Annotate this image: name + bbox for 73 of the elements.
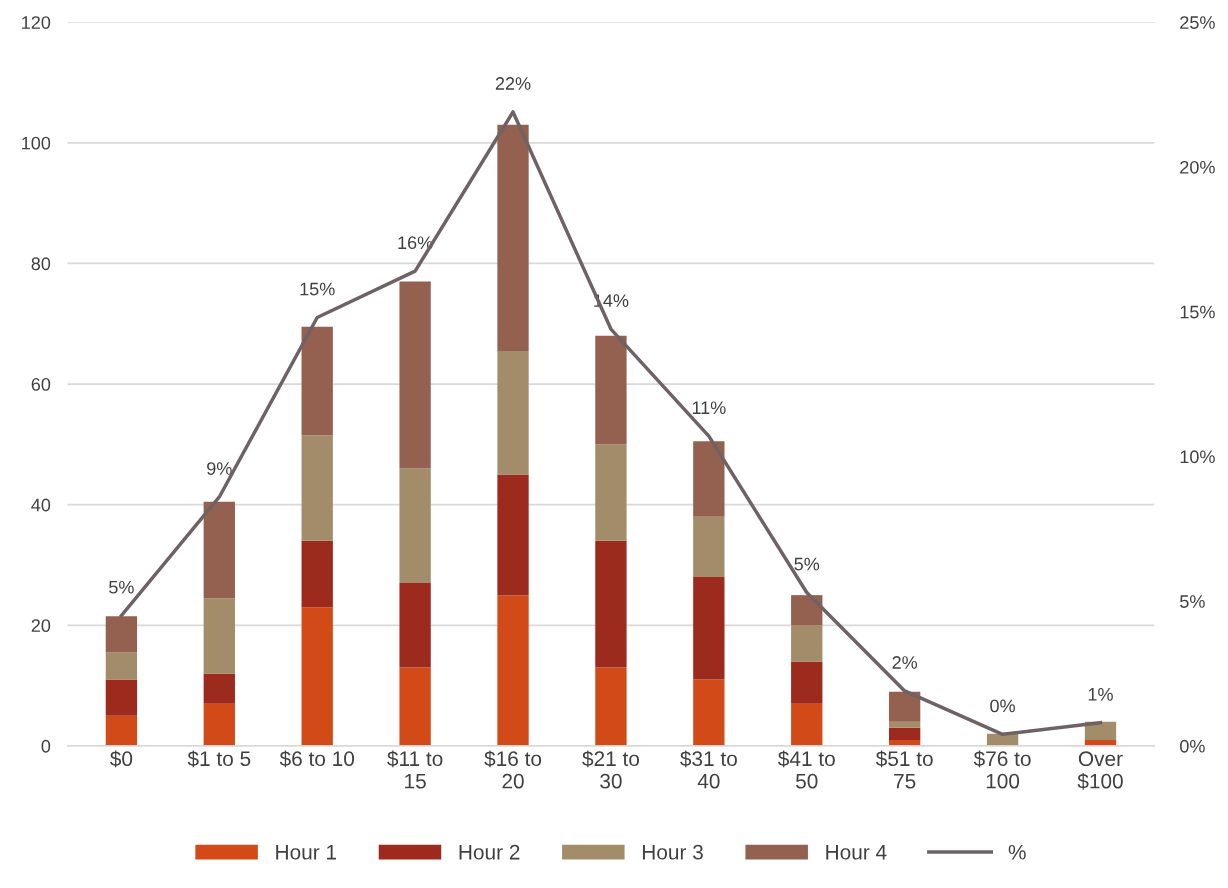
data-label: 9% [207, 462, 232, 475]
y2-tick-label: 15% [1180, 305, 1215, 319]
bar [399, 281, 431, 469]
y-tick-label: 80 [31, 257, 51, 271]
y-tick-label: 0 [41, 739, 51, 753]
y2-tick-label: 5% [1180, 595, 1205, 608]
data-label: 11% [692, 401, 726, 415]
bar [399, 667, 431, 746]
y-tick-label: 120 [22, 16, 51, 29]
data-label: 0% [990, 699, 1015, 713]
bar [595, 335, 627, 445]
bar [791, 595, 823, 626]
bar [203, 501, 235, 599]
legend-label: % [1008, 844, 1026, 860]
bar [399, 468, 431, 584]
bar [301, 326, 333, 436]
bar [203, 598, 235, 674]
bar [595, 667, 627, 746]
y2-tick-label: 20% [1180, 160, 1215, 174]
bar [791, 625, 823, 662]
data-label: 5% [109, 580, 134, 594]
bar [203, 673, 235, 704]
bar [399, 583, 431, 668]
x-tick-label: Over $100 [1077, 751, 1123, 790]
legend-label: Hour 3 [642, 844, 703, 860]
bar [595, 444, 627, 541]
bar [497, 124, 529, 351]
data-label: 2% [892, 656, 918, 669]
y2-tick-label: 25% [1180, 16, 1215, 29]
bar [497, 595, 529, 746]
bar [497, 350, 529, 475]
y-tick-label: 100 [22, 136, 51, 150]
bar [888, 691, 921, 722]
bar [693, 679, 725, 746]
bar [791, 661, 823, 704]
y-tick-label: 40 [31, 498, 51, 512]
legend-label: Hour 2 [459, 844, 520, 860]
data-label: 1% [1088, 688, 1113, 701]
bar [105, 652, 138, 680]
bar [203, 703, 235, 746]
bar [791, 703, 823, 746]
data-label: 5% [794, 557, 820, 571]
x-tick-label: $1 to 5 [187, 750, 251, 768]
bar [888, 721, 921, 728]
data-label: 22% [495, 77, 531, 90]
x-tick-label: $51 to 75 [875, 750, 933, 789]
y2-tick-label: 10% [1180, 450, 1215, 464]
bar [693, 577, 725, 680]
bar [497, 474, 529, 596]
y2-tick-label: 0% [1180, 739, 1205, 753]
x-tick-label: $0 [110, 750, 133, 768]
x-tick-label: $41 to 50 [778, 750, 835, 789]
bar [595, 540, 627, 668]
y-tick-label: 20 [31, 619, 51, 633]
x-tick-label: $11 to 15 [387, 750, 443, 789]
x-tick-label: $76 to 100 [973, 750, 1031, 789]
y-tick-label: 60 [31, 377, 51, 391]
bar [888, 727, 921, 740]
x-tick-label: $21 to 30 [582, 750, 640, 789]
x-tick-label: $6 to 10 [279, 750, 355, 768]
bar [301, 540, 333, 608]
bar [105, 616, 138, 653]
bar [301, 435, 333, 541]
data-label: 15% [300, 282, 335, 296]
x-tick-label: $31 to 40 [680, 750, 737, 789]
x-tick-label: $16 to 20 [484, 750, 542, 789]
bar [693, 516, 725, 578]
bar [693, 441, 725, 517]
legend-label: Hour 4 [826, 845, 887, 860]
legend-label: Hour 1 [276, 845, 337, 860]
bar [105, 715, 138, 746]
bar [105, 679, 138, 716]
bar [301, 607, 333, 746]
